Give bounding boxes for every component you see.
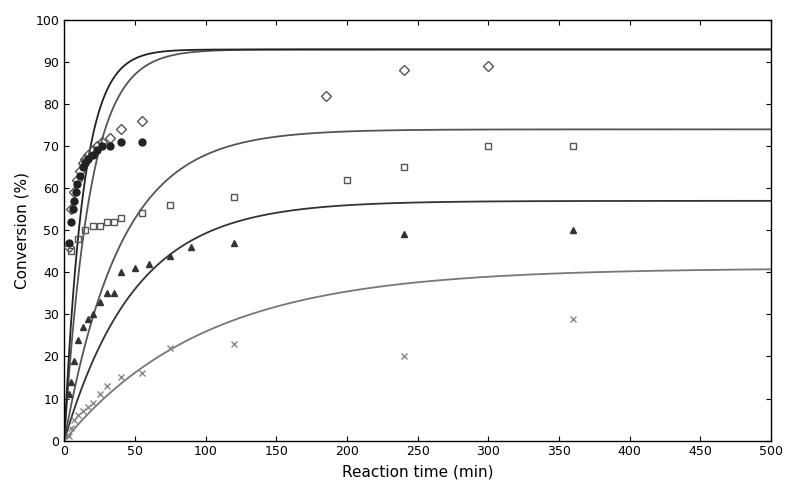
Y-axis label: Conversion (%): Conversion (%) xyxy=(15,172,30,289)
X-axis label: Reaction time (min): Reaction time (min) xyxy=(342,464,493,479)
